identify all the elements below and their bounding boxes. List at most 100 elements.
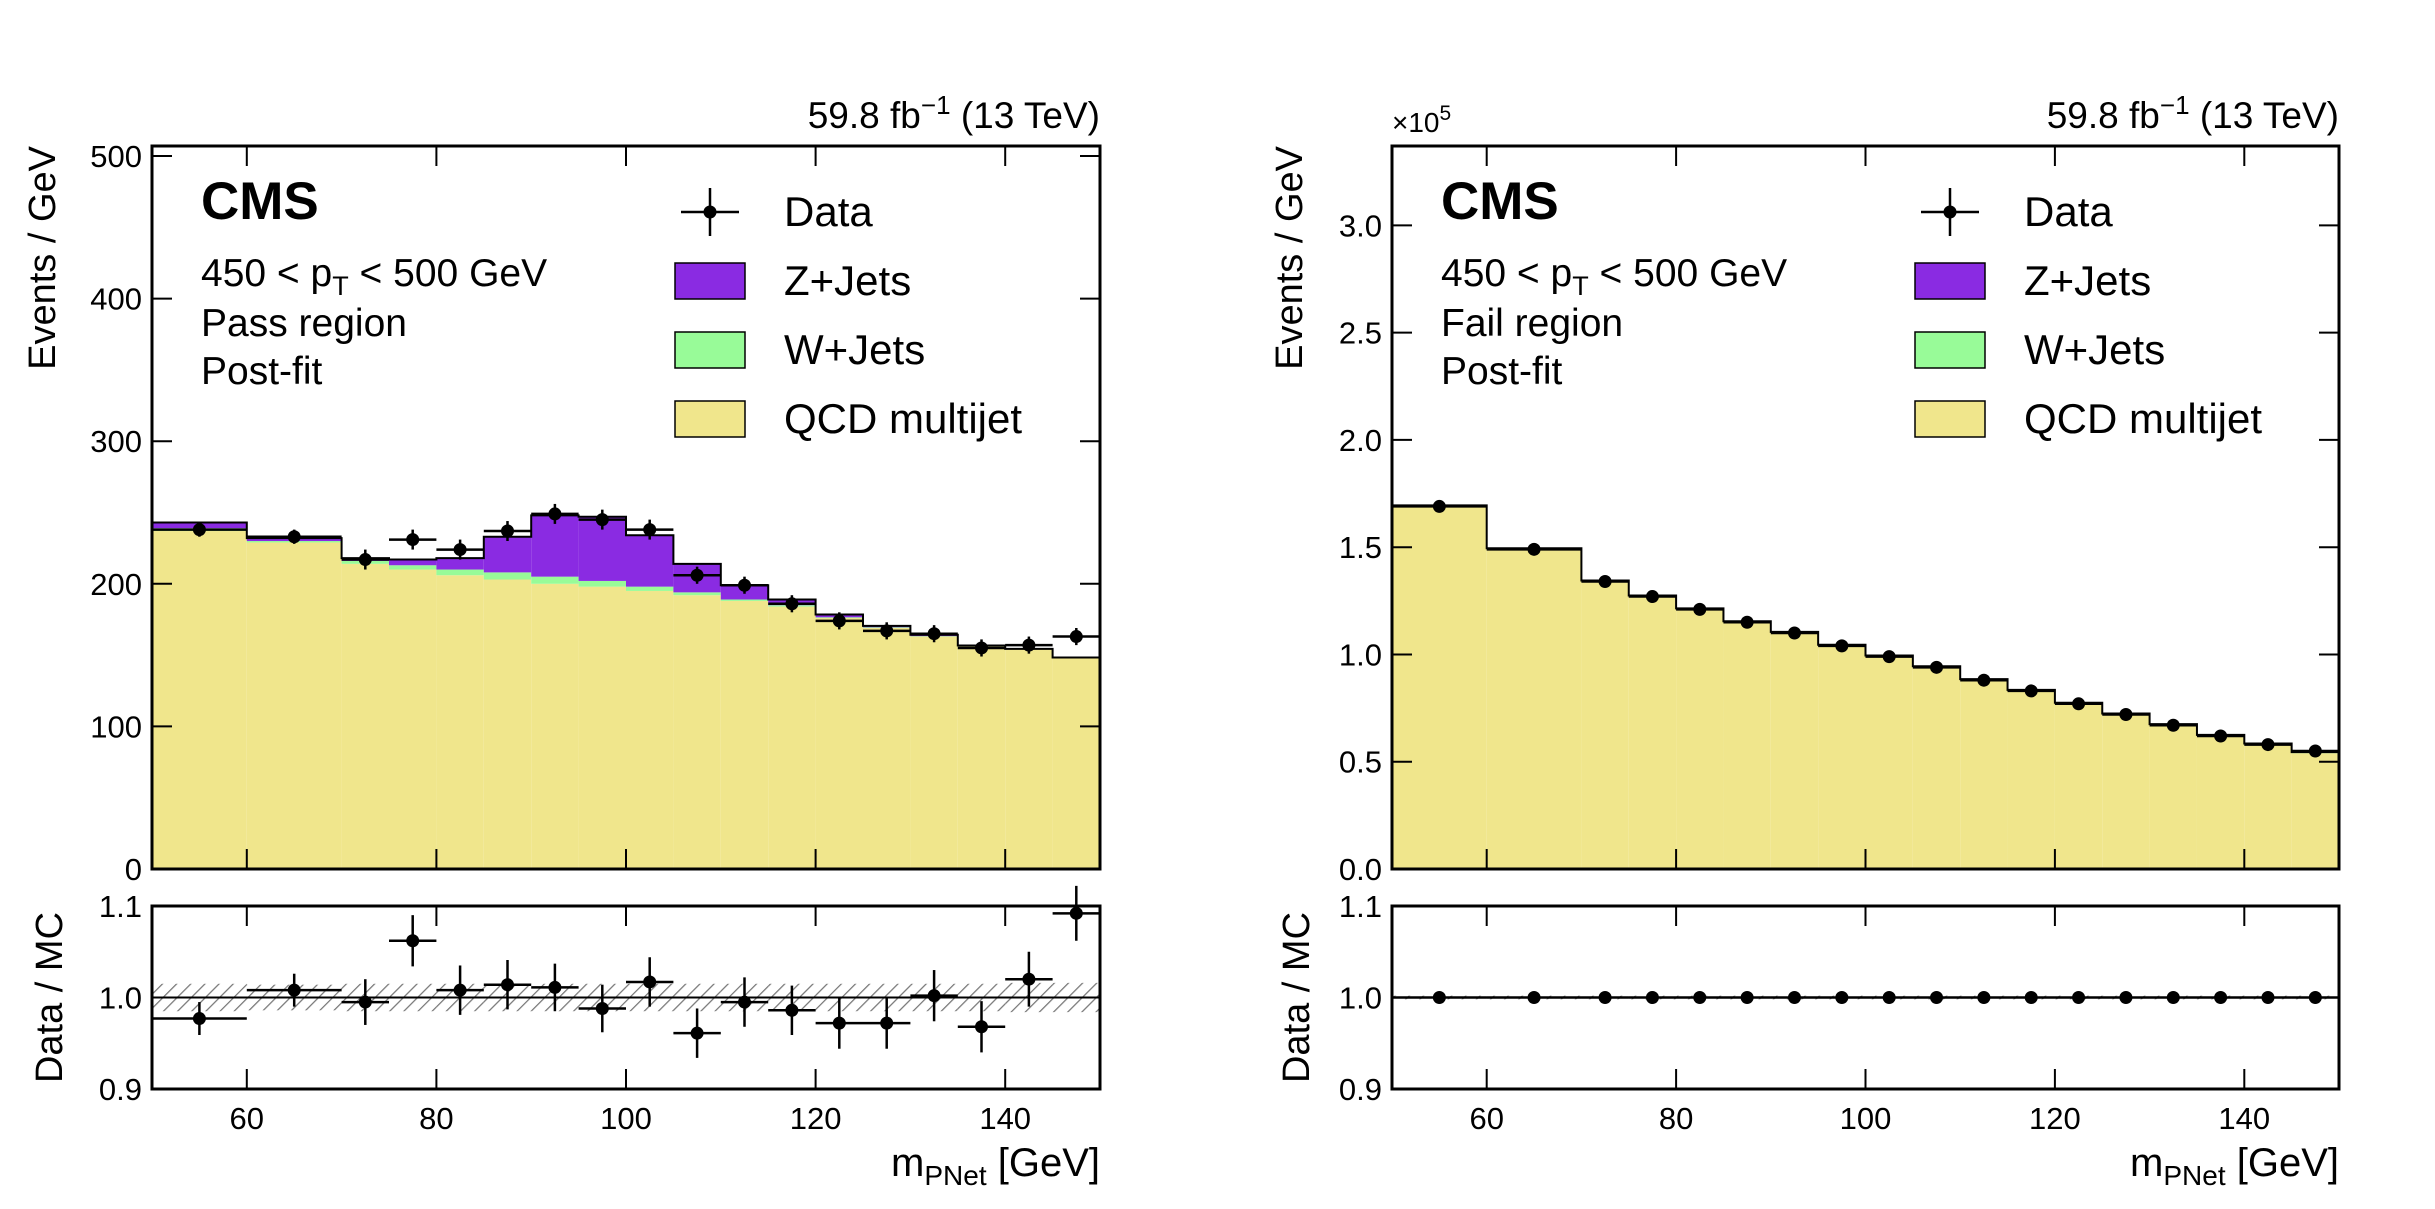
pt-subscript: T: [332, 271, 349, 301]
stack-bar: [389, 559, 437, 566]
data-point: [785, 1003, 799, 1017]
y-tick-label: 1.0: [1339, 637, 1382, 672]
stack-bar: [578, 586, 626, 869]
stack-bar: [1052, 657, 1100, 869]
data-point: [2308, 991, 2322, 1004]
lumi-label: 59.8 fb−1 (13 TeV): [2047, 90, 2339, 136]
stack-bar: [957, 646, 1006, 869]
legend-swatch: [1914, 400, 1986, 438]
data-point: [690, 1026, 704, 1040]
data-point: [2166, 991, 2180, 1004]
stack-bar: [389, 565, 437, 570]
legend-swatch: [1914, 262, 1986, 300]
legend-label: W+Jets: [2024, 326, 2165, 373]
data-point: [358, 995, 372, 1009]
y-tick-label: 0: [125, 852, 142, 887]
data-point: [2261, 991, 2275, 1004]
energy: (13 TeV): [951, 95, 1100, 136]
data-point: [548, 980, 562, 994]
x-title-symbol: m: [891, 1141, 924, 1185]
y-tick-label: 3.0: [1339, 208, 1382, 243]
x-axis-title: mPNet [GeV]: [2130, 1141, 2339, 1191]
cms-label: CMS: [201, 172, 319, 231]
data-point: [975, 1020, 988, 1034]
stack-bar: [720, 599, 769, 601]
x-tick-label: 100: [600, 1101, 652, 1136]
energy: (13 TeV): [2190, 95, 2339, 136]
x-title-subscript: PNet: [924, 1160, 986, 1191]
data-point: [1835, 991, 1849, 1004]
legend-swatch: [674, 331, 746, 369]
data-point: [2308, 744, 2322, 758]
x-tick-label: 80: [419, 1101, 453, 1136]
y-tick-label: 400: [90, 282, 142, 317]
pt-range-text: < 500 GeV: [349, 252, 547, 295]
y-axis-title: Events / GeV: [1269, 145, 1311, 370]
data-point: [287, 530, 301, 544]
data-point: [975, 641, 988, 655]
data-point: [2214, 991, 2228, 1004]
y-tick-label: 300: [90, 424, 142, 459]
stack-bar: [531, 583, 579, 869]
pt-range: 450 < pT < 500 GeV: [1441, 252, 1787, 301]
data-point: [927, 627, 941, 641]
data-point: [1069, 630, 1083, 644]
x-title-unit: [GeV]: [987, 1141, 1100, 1185]
data-point: [2119, 991, 2133, 1004]
stack-bar: [436, 575, 484, 869]
stack-bar: [483, 579, 532, 869]
data-point: [1882, 991, 1896, 1004]
stack-bar: [1581, 581, 1629, 869]
data-point: [2166, 718, 2180, 732]
region-label: Pass region: [201, 302, 407, 345]
lumi-exponent: −1: [921, 90, 951, 120]
data-point: [1432, 499, 1446, 513]
stack-bar: [2007, 690, 2055, 869]
data-point: [1069, 906, 1083, 920]
stack-bar: [910, 636, 958, 869]
data-point: [643, 523, 657, 537]
data-point: [927, 989, 941, 1003]
data-point: [2119, 708, 2133, 722]
data-point: [1645, 991, 1659, 1004]
legend-swatch: [1914, 331, 1986, 369]
legend-label: Data: [784, 188, 873, 235]
x-tick-label: 60: [230, 1101, 264, 1136]
stack-bar: [1912, 667, 1961, 869]
y-tick-label: 200: [90, 567, 142, 602]
fit-label: Post-fit: [1441, 350, 1563, 393]
data-point: [501, 524, 514, 538]
x-tick-label: 120: [790, 1101, 842, 1136]
x-axis-title: mPNet [GeV]: [891, 1141, 1100, 1191]
y-axis-title: Data / MC: [1276, 912, 1318, 1083]
y-tick-label: 0.0: [1339, 852, 1382, 887]
y-axis-title: Events / GeV: [22, 145, 64, 370]
axis-multiplier: ×105: [1392, 102, 1451, 138]
stack-bar: [673, 592, 721, 596]
x-tick-label: 140: [2218, 1101, 2270, 1136]
data-point: [832, 614, 846, 628]
data-point: [406, 934, 420, 948]
data-point: [406, 533, 420, 547]
y-tick-label: 1.1: [1339, 889, 1382, 924]
stack-bar: [531, 515, 579, 577]
y-tick-label: 2.5: [1339, 316, 1382, 351]
stack-bar: [2196, 735, 2245, 869]
stack-bar: [1723, 622, 1771, 869]
data-point: [832, 1016, 846, 1030]
stack-bar: [152, 531, 247, 869]
stack-bar: [1818, 645, 1866, 869]
stack-bar: [626, 535, 674, 587]
data-point: [595, 1001, 609, 1015]
data-point: [453, 543, 467, 557]
pt-subscript: T: [1572, 271, 1589, 301]
data-point: [2261, 738, 2275, 752]
lumi-value: 59.8 fb: [2047, 95, 2160, 136]
lumi-value: 59.8 fb: [808, 95, 921, 136]
legend-swatch: [674, 262, 746, 300]
stack-bar: [863, 628, 911, 869]
data-point: [1527, 991, 1541, 1004]
data-point: [1930, 660, 1944, 674]
data-point: [1740, 991, 1754, 1004]
